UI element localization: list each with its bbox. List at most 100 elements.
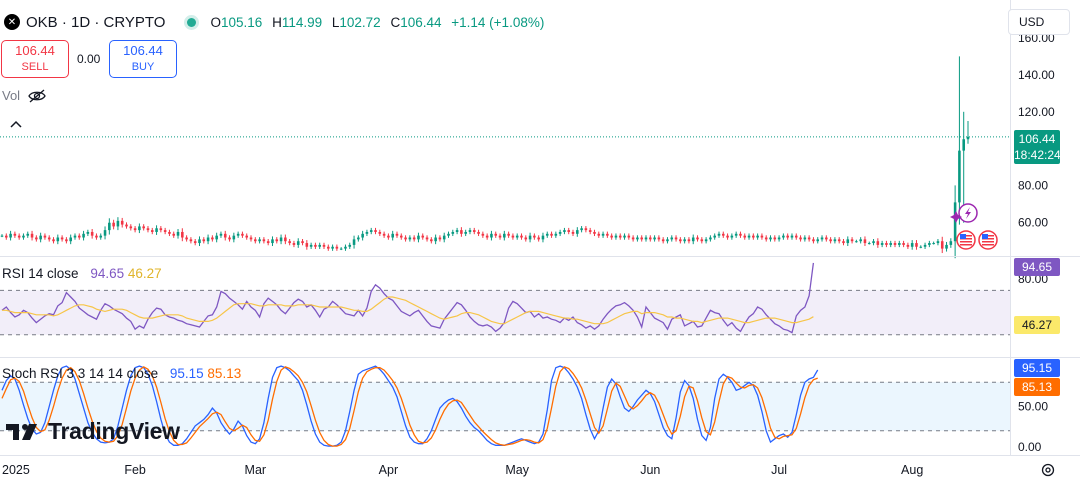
candle[interactable] [155,225,158,235]
candle[interactable] [60,235,64,242]
candle[interactable] [640,235,643,242]
candle[interactable] [292,240,296,248]
candle[interactable] [322,242,326,249]
candle[interactable] [739,231,742,238]
candle[interactable] [752,233,755,240]
tradingview-logo[interactable]: TradingView [6,418,180,445]
candle[interactable] [696,235,699,242]
event-markers[interactable] [950,203,998,250]
candle[interactable] [408,235,412,242]
candle[interactable] [189,237,193,244]
candle[interactable] [571,229,575,237]
candle[interactable] [524,235,528,242]
candle[interactable] [945,241,948,252]
candle[interactable] [215,232,218,243]
candle[interactable] [455,227,459,235]
candle[interactable] [228,235,231,242]
candle[interactable] [541,232,545,243]
candle[interactable] [528,232,532,243]
candle[interactable] [236,231,240,238]
candle[interactable] [159,226,163,233]
candle[interactable] [468,227,472,235]
candle[interactable] [734,231,738,238]
candle[interactable] [138,223,141,234]
candle[interactable] [254,237,257,244]
candle[interactable] [554,231,558,238]
candle[interactable] [339,247,343,251]
candle[interactable] [649,235,652,242]
candle[interactable] [756,233,759,240]
candle[interactable] [713,233,716,240]
symbol-title[interactable]: OKB · 1D · CRYPTO [26,13,166,31]
candle[interactable] [382,231,386,238]
candle[interactable] [327,244,330,251]
candle[interactable] [584,226,588,233]
candle[interactable] [812,237,815,244]
us-flag-event-icon[interactable] [978,230,998,250]
collapse-legend-button[interactable] [2,114,30,134]
candle[interactable] [717,231,721,238]
candle[interactable] [661,237,665,244]
candle[interactable] [95,233,98,240]
candle[interactable] [653,235,656,242]
candle[interactable] [709,235,712,242]
candle[interactable] [794,233,798,240]
candle[interactable] [258,237,261,244]
candle[interactable] [26,231,30,238]
candle[interactable] [150,227,154,235]
candle[interactable] [185,235,188,242]
candle[interactable] [112,219,115,230]
candle[interactable] [670,235,674,242]
candle[interactable] [915,240,918,250]
candle[interactable] [395,231,399,238]
candle[interactable] [464,229,467,237]
candle[interactable] [515,233,519,240]
candle[interactable] [769,235,772,242]
candle[interactable] [17,233,21,240]
candle[interactable] [129,224,133,231]
candle[interactable] [30,230,34,241]
candle[interactable] [958,56,961,225]
candle[interactable] [73,233,77,240]
candle[interactable] [842,238,845,246]
candle[interactable] [335,244,339,251]
price-pane[interactable] [0,56,970,259]
eye-off-icon[interactable] [28,89,46,103]
candle[interactable] [352,235,356,249]
rsi-name[interactable]: RSI 14 close [2,266,79,281]
candle[interactable] [168,229,171,237]
candle[interactable] [520,233,523,240]
candle[interactable] [275,237,279,244]
candle[interactable] [425,235,429,242]
candle[interactable] [588,227,592,235]
candle[interactable] [777,235,781,242]
candle[interactable] [601,231,605,238]
candle[interactable] [198,236,201,247]
candle[interactable] [451,229,455,237]
candle[interactable] [597,231,601,238]
candle[interactable] [567,227,571,235]
us-flag-event-icon[interactable] [956,230,976,250]
candle[interactable] [773,235,777,242]
candle[interactable] [412,235,416,242]
candle[interactable] [846,236,850,247]
candle[interactable] [279,234,283,245]
candle[interactable] [674,235,678,242]
candle[interactable] [447,231,450,238]
candle[interactable] [576,227,579,237]
candle[interactable] [22,233,25,240]
candle[interactable] [142,224,145,231]
candle[interactable] [39,232,42,243]
settings-gear-icon[interactable] [1040,462,1056,478]
candle[interactable] [614,233,618,240]
candle[interactable] [610,233,613,240]
candle[interactable] [820,235,824,242]
candle[interactable] [0,234,4,238]
candle[interactable] [232,232,236,243]
candle[interactable] [855,239,858,243]
candle[interactable] [511,233,515,240]
candle[interactable] [202,237,206,244]
candle[interactable] [825,235,828,242]
candle[interactable] [103,226,107,240]
candle[interactable] [799,235,802,242]
